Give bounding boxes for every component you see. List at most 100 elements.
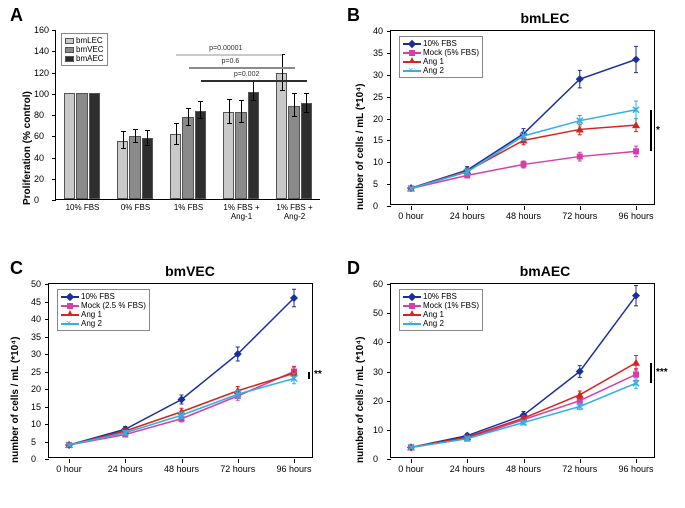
ytick-label: 5 (31, 437, 36, 447)
xtick-label: 0 hour (47, 464, 91, 474)
legend-label: Mock (1% FBS) (423, 301, 479, 310)
panel-a: A Proliferation (% control) 020406080100… (0, 0, 340, 250)
bar (76, 93, 87, 199)
xtick-label: 72 hours (558, 211, 602, 221)
ytick-label: 10 (31, 419, 41, 429)
ytick-label: 30 (373, 367, 383, 377)
xtick-label: 96 hours (614, 464, 658, 474)
ytick-label: 35 (31, 332, 41, 342)
ytick-label: 50 (373, 308, 383, 318)
panel-b-plot: 05101520253035400 hour24 hours48 hours72… (390, 30, 655, 205)
ytick-label: 120 (34, 68, 49, 78)
ytick-label: 0 (31, 454, 36, 464)
panel-b-label: B (347, 5, 360, 26)
significance-label: *** (656, 367, 668, 378)
ytick-label: 20 (373, 396, 383, 406)
panel-d-title: bmAEC (455, 263, 635, 279)
bar (195, 111, 206, 199)
bar (223, 112, 234, 199)
bar (276, 73, 287, 199)
line-legend: 10% FBSMock (5% FBS)Ang 1×Ang 2 (399, 36, 483, 78)
ytick-label: 20 (34, 174, 44, 184)
bar (89, 93, 100, 199)
panel-b: B bmLEC number of cells / mL (*10⁴) 0510… (345, 0, 685, 250)
panel-d: D bmAEC number of cells / mL (*10⁴) 0102… (345, 258, 685, 508)
xtick-label: 48 hours (502, 211, 546, 221)
xtick-label: 24 hours (445, 464, 489, 474)
bar (142, 138, 153, 199)
legend-label: Mock (2.5 % FBS) (81, 301, 146, 310)
ytick-label: 60 (34, 131, 44, 141)
xtick-label: 1% FBS +Ang-2 (268, 204, 321, 222)
bar (64, 93, 75, 199)
significance-label: ** (314, 369, 322, 380)
xtick-label: 96 hours (272, 464, 316, 474)
ytick-label: 40 (31, 314, 41, 324)
ytick-label: 20 (31, 384, 41, 394)
ytick-label: 40 (34, 153, 44, 163)
ytick-label: 15 (373, 135, 383, 145)
bar (235, 112, 246, 199)
xtick-label: 0 hour (389, 211, 433, 221)
ytick-label: 140 (34, 46, 49, 56)
panel-a-ylabel: Proliferation (% control) (22, 75, 33, 205)
xtick-label: 48 hours (502, 464, 546, 474)
xtick-label: 48 hours (160, 464, 204, 474)
legend-label: bmAEC (76, 54, 104, 63)
ytick-label: 45 (31, 297, 41, 307)
panel-b-ylabel: number of cells / mL (*10⁴) (355, 60, 366, 210)
pvalue-label: p=0.00001 (209, 45, 242, 52)
ytick-label: 40 (373, 337, 383, 347)
ytick-label: 15 (31, 402, 41, 412)
xtick-label: 1% FBS (162, 204, 215, 213)
ytick-label: 35 (373, 48, 383, 58)
ytick-label: 100 (34, 89, 49, 99)
panel-a-plot: 02040608010012014016010% FBS0% FBS1% FBS… (55, 30, 320, 200)
ytick-label: 30 (31, 349, 41, 359)
panel-d-plot: 01020304050600 hour24 hours48 hours72 ho… (390, 283, 655, 458)
ytick-label: 50 (31, 279, 41, 289)
legend-label: bmLEC (76, 36, 103, 45)
bar (248, 92, 259, 199)
legend-label: 10% FBS (81, 292, 115, 301)
pvalue-label: p=0.6 (222, 58, 240, 65)
legend-label: Mock (5% FBS) (423, 48, 479, 57)
bar (288, 106, 299, 200)
ytick-label: 5 (373, 179, 378, 189)
xtick-label: 10% FBS (56, 204, 109, 213)
ytick-label: 10 (373, 425, 383, 435)
ytick-label: 30 (373, 70, 383, 80)
ytick-label: 160 (34, 25, 49, 35)
ytick-label: 80 (34, 110, 44, 120)
xtick-label: 24 hours (103, 464, 147, 474)
panel-d-ylabel: number of cells / mL (*10⁴) (355, 313, 366, 463)
line-legend: 10% FBSMock (1% FBS)Ang 1×Ang 2 (399, 289, 483, 331)
bar (182, 117, 193, 199)
xtick-label: 72 hours (558, 464, 602, 474)
ytick-label: 0 (34, 195, 39, 205)
legend-label: Ang 2 (423, 319, 444, 328)
ytick-label: 25 (373, 92, 383, 102)
legend-label: Ang 1 (423, 310, 444, 319)
ytick-label: 0 (373, 454, 378, 464)
panel-c-ylabel: number of cells / mL (*10⁴) (10, 313, 21, 463)
xtick-label: 72 hours (216, 464, 260, 474)
panel-c-label: C (10, 258, 23, 279)
legend-label: Ang 2 (423, 66, 444, 75)
legend-label: 10% FBS (423, 39, 457, 48)
xtick-label: 0 hour (389, 464, 433, 474)
ytick-label: 10 (373, 157, 383, 167)
xtick-label: 1% FBS +Ang-1 (215, 204, 268, 222)
panel-c-title: bmVEC (100, 263, 280, 279)
panel-a-legend: bmLECbmVECbmAEC (61, 33, 108, 66)
ytick-label: 40 (373, 26, 383, 36)
panel-a-label: A (10, 5, 23, 26)
pvalue-label: p=0.002 (234, 71, 260, 78)
legend-label: Ang 1 (81, 310, 102, 319)
panel-d-label: D (347, 258, 360, 279)
bar (129, 136, 140, 199)
panel-c: C bmVEC number of cells / mL (*10⁴) 0510… (0, 258, 340, 508)
ytick-label: 20 (373, 114, 383, 124)
legend-label: Ang 2 (81, 319, 102, 328)
panel-c-plot: 051015202530354045500 hour24 hours48 hou… (48, 283, 313, 458)
